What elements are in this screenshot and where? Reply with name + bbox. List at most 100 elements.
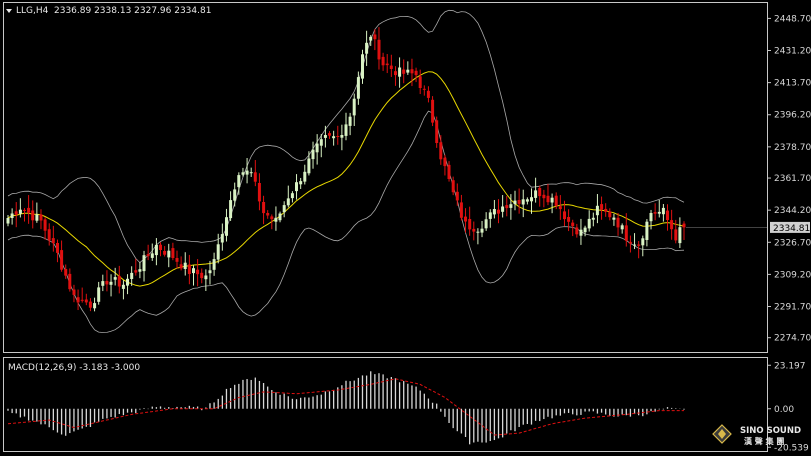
candle-body (620, 225, 624, 230)
candle-body (633, 244, 636, 246)
candle-body (299, 181, 303, 185)
candle-body (14, 211, 18, 215)
candle-body (377, 39, 381, 60)
candle-body (546, 195, 550, 203)
candle-body (525, 199, 529, 202)
price-tick-label: 2291.70 (774, 303, 811, 313)
candle-body (323, 135, 327, 138)
candle-body (175, 258, 179, 262)
current-price-badge (770, 221, 810, 233)
price-tick-label: 2309.20 (774, 270, 811, 280)
candle-body (422, 88, 426, 90)
bollinger-upper-band (7, 9, 685, 264)
candle-body (208, 270, 212, 274)
candle-body (398, 67, 402, 77)
logo-sub: 漢 聲 集 團 (744, 436, 784, 446)
candle-body (472, 228, 476, 232)
price-tick-label: 2378.70 (774, 143, 811, 153)
candle-body (101, 281, 105, 286)
macd-axis: 23.197 0.00 -20.539 (767, 361, 809, 453)
candles (6, 27, 686, 312)
candle-body (183, 262, 187, 269)
candle-body (435, 120, 439, 143)
candle-body (344, 124, 348, 136)
candle-body (270, 216, 274, 220)
candle-body (352, 98, 356, 116)
candle-body (109, 281, 113, 285)
price-panel (3, 2, 768, 353)
candle-body (612, 217, 616, 220)
candle-body (361, 54, 364, 79)
candle-body (575, 227, 579, 235)
candle-body (121, 284, 125, 289)
candle-body (550, 197, 554, 203)
candle-body (509, 204, 513, 208)
candle-body (459, 202, 463, 218)
candle-body (492, 209, 496, 215)
candle-body (517, 200, 521, 204)
candle-body (311, 149, 315, 160)
candle-body (426, 90, 430, 98)
candle-body (68, 273, 72, 290)
candle-body (97, 287, 101, 302)
candle-body (497, 209, 500, 214)
candle-body (414, 70, 418, 76)
candle-body (439, 142, 443, 160)
candle-body (670, 220, 674, 230)
candle-body (389, 65, 393, 69)
candle-body (56, 243, 59, 253)
bollinger-bands (7, 9, 685, 333)
candle-body (661, 207, 665, 215)
candle-body (278, 213, 282, 221)
candle-body (554, 195, 558, 206)
candle-body (31, 210, 35, 221)
candle-body (200, 272, 204, 279)
macd-tick-label: 23.197 (774, 361, 806, 371)
candle-body (624, 225, 628, 241)
candle-body (666, 210, 669, 220)
candle-body (88, 301, 92, 308)
candle-body (130, 272, 134, 279)
candle-body (204, 275, 208, 280)
candle-body (18, 209, 22, 214)
macd-tick-label: -20.539 (774, 443, 809, 453)
candle-body (80, 299, 84, 301)
candle-body (567, 217, 571, 222)
candle-body (154, 244, 158, 256)
candle-body (196, 269, 200, 275)
candle-body (171, 248, 175, 258)
candle-body (51, 238, 55, 244)
candle-body (274, 217, 278, 222)
candle-body (530, 197, 533, 202)
candle-body (167, 250, 171, 258)
candle-body (682, 223, 686, 228)
candle-body (645, 221, 649, 240)
candle-body (328, 133, 331, 136)
candle-body (571, 222, 575, 227)
candle-body (43, 219, 47, 231)
candle-body (105, 281, 109, 285)
candle-body (394, 71, 397, 76)
candle-body (290, 193, 294, 199)
candle-body (484, 219, 488, 229)
candle-body (406, 69, 410, 73)
candle-body (212, 259, 216, 270)
candle-body (373, 34, 377, 40)
macd-tick-label: 0.00 (774, 405, 794, 415)
candle-body (192, 268, 195, 274)
candle-body (216, 244, 220, 260)
candle-body (608, 211, 612, 218)
macd-panel (3, 357, 768, 452)
candle-body (542, 194, 546, 199)
candle-body (385, 63, 389, 66)
candle-body (6, 218, 10, 224)
candle-body (443, 157, 447, 167)
candle-body (657, 211, 661, 214)
candle-body (653, 212, 657, 214)
diamond-logo-inner (718, 429, 726, 439)
triangle-down-icon[interactable] (6, 9, 12, 13)
candle-body (237, 175, 241, 188)
candle-body (455, 191, 459, 201)
price-tick-label: 2361.70 (774, 174, 811, 184)
macd-signal-line (7, 378, 684, 436)
